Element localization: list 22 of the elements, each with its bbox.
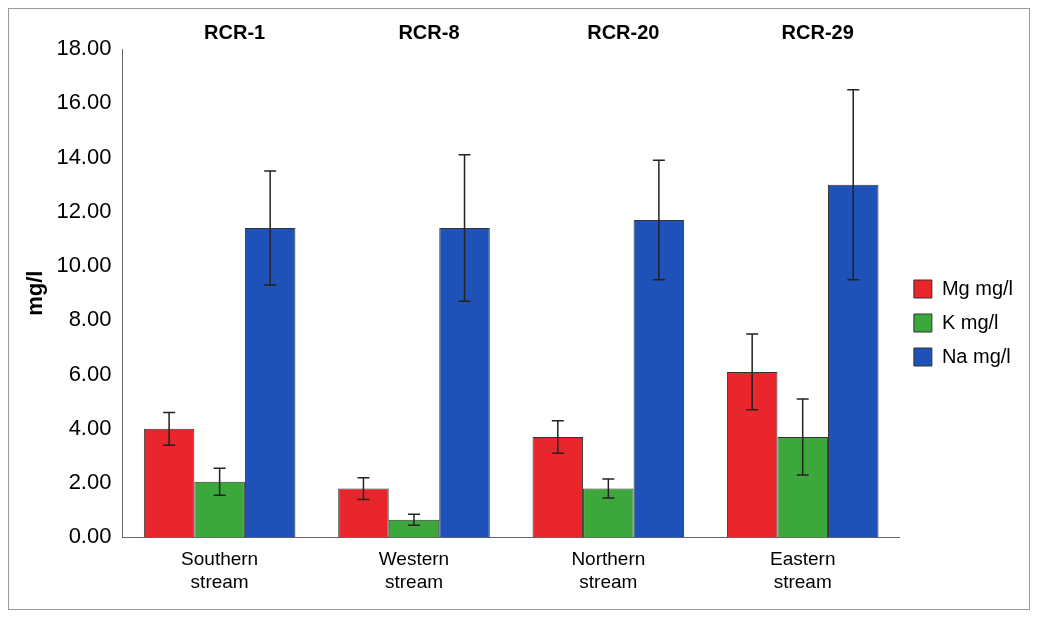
y-tick-label: 18.00: [56, 35, 112, 61]
y-tick-label: 10.00: [56, 252, 112, 278]
text: RCR-8: [398, 20, 460, 43]
y-tick-label: 12.00: [56, 197, 112, 223]
y-tick-label: 16.00: [56, 89, 112, 115]
y-tick-label: 2.00: [68, 469, 112, 495]
y-tick-label: 6.00: [68, 360, 112, 386]
legend-label: K mg/l: [941, 310, 999, 333]
text: RCR-29: [781, 20, 854, 43]
text: RCR-20: [587, 20, 660, 43]
legend-label: Na mg/l: [941, 344, 1011, 367]
x-tick-label: Southern stream: [181, 548, 259, 592]
x-tick-label: Northern stream: [571, 548, 646, 592]
x-tick-label: Eastern stream: [769, 548, 836, 592]
legend-label: Mg mg/l: [941, 276, 1013, 299]
x-tick-label: Western stream: [378, 548, 450, 592]
text: RCR-1: [204, 20, 266, 43]
y-axis-title: mg/l: [22, 270, 48, 316]
y-tick-label: 14.00: [56, 143, 112, 169]
y-tick-label: 8.00: [68, 306, 112, 332]
y-tick-label: 0.00: [68, 523, 112, 549]
y-tick-label: 4.00: [68, 414, 112, 440]
